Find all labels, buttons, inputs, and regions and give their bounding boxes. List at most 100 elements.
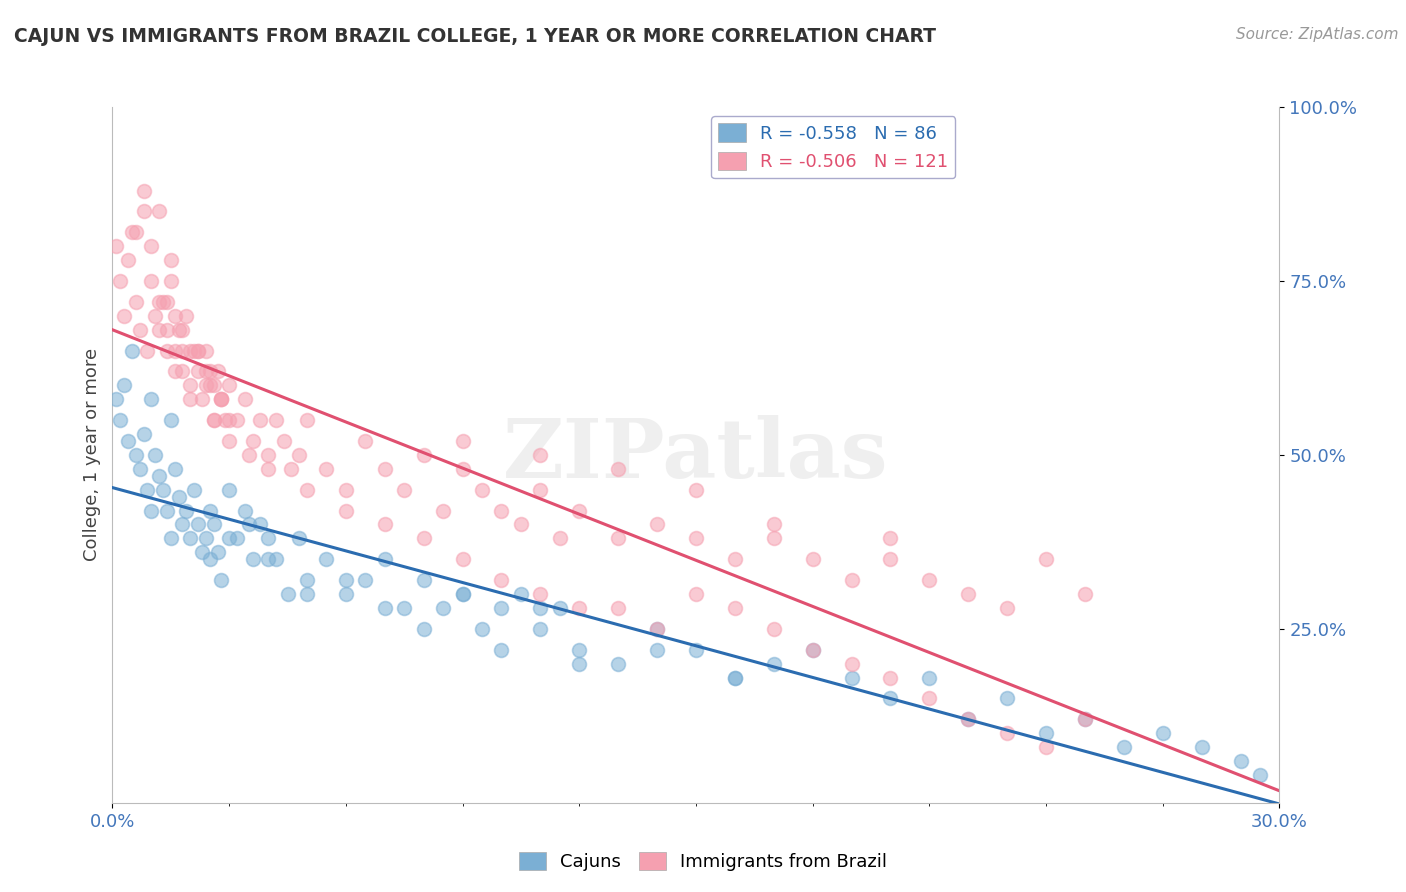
Point <box>491 642 513 657</box>
Point <box>209 392 232 407</box>
Point <box>163 309 186 323</box>
Point <box>1035 552 1057 566</box>
Point <box>995 726 1018 740</box>
Point <box>132 427 155 442</box>
Point <box>295 573 318 587</box>
Point <box>257 462 280 476</box>
Point <box>1112 740 1135 755</box>
Point <box>125 225 148 239</box>
Point <box>218 434 240 448</box>
Point <box>607 601 630 615</box>
Point <box>879 552 901 566</box>
Point <box>918 691 941 706</box>
Point <box>207 364 229 378</box>
Point <box>194 378 217 392</box>
Point <box>724 552 747 566</box>
Point <box>471 483 494 497</box>
Point <box>801 642 824 657</box>
Point <box>685 483 707 497</box>
Point <box>242 552 264 566</box>
Point <box>194 532 217 546</box>
Point <box>198 552 221 566</box>
Point <box>198 364 221 378</box>
Point <box>141 503 163 517</box>
Point <box>1074 712 1097 726</box>
Point <box>198 503 221 517</box>
Point <box>148 323 170 337</box>
Point <box>392 601 416 615</box>
Point <box>163 364 186 378</box>
Point <box>105 239 128 253</box>
Point <box>957 712 980 726</box>
Point <box>160 274 183 288</box>
Point <box>412 532 434 546</box>
Point <box>685 642 707 657</box>
Point <box>160 413 183 427</box>
Point <box>218 378 240 392</box>
Point <box>226 532 249 546</box>
Point <box>172 364 194 378</box>
Point <box>264 413 287 427</box>
Point <box>148 468 170 483</box>
Point <box>280 462 302 476</box>
Point <box>179 392 201 407</box>
Point <box>110 274 132 288</box>
Point <box>288 448 311 462</box>
Point <box>491 503 513 517</box>
Point <box>167 323 190 337</box>
Point <box>451 587 474 601</box>
Legend: R = -0.558   N = 86, R = -0.506   N = 121: R = -0.558 N = 86, R = -0.506 N = 121 <box>711 116 955 178</box>
Point <box>354 434 377 448</box>
Point <box>273 434 295 448</box>
Point <box>645 517 668 532</box>
Point <box>841 573 863 587</box>
Point <box>176 309 198 323</box>
Point <box>218 413 240 427</box>
Point <box>209 392 232 407</box>
Point <box>132 184 155 198</box>
Point <box>218 483 240 497</box>
Point <box>354 573 377 587</box>
Point <box>141 274 163 288</box>
Point <box>724 671 747 685</box>
Point <box>148 204 170 219</box>
Point <box>160 532 183 546</box>
Point <box>295 483 318 497</box>
Point <box>143 309 166 323</box>
Point <box>1035 740 1057 755</box>
Point <box>257 552 280 566</box>
Point <box>995 601 1018 615</box>
Point <box>112 309 135 323</box>
Point <box>202 517 225 532</box>
Point <box>412 448 434 462</box>
Point <box>645 622 668 636</box>
Point <box>136 343 159 358</box>
Point <box>879 691 901 706</box>
Point <box>187 343 209 358</box>
Text: CAJUN VS IMMIGRANTS FROM BRAZIL COLLEGE, 1 YEAR OR MORE CORRELATION CHART: CAJUN VS IMMIGRANTS FROM BRAZIL COLLEGE,… <box>14 27 936 45</box>
Point <box>801 642 824 657</box>
Point <box>645 622 668 636</box>
Point <box>143 448 166 462</box>
Point <box>607 532 630 546</box>
Point <box>179 343 201 358</box>
Point <box>172 323 194 337</box>
Point <box>238 517 260 532</box>
Point <box>249 517 271 532</box>
Point <box>202 413 225 427</box>
Text: Source: ZipAtlas.com: Source: ZipAtlas.com <box>1236 27 1399 42</box>
Y-axis label: College, 1 year or more: College, 1 year or more <box>83 349 101 561</box>
Point <box>841 657 863 671</box>
Point <box>128 323 150 337</box>
Point <box>607 657 630 671</box>
Point <box>374 517 396 532</box>
Point <box>233 503 256 517</box>
Point <box>141 239 163 253</box>
Point <box>156 343 179 358</box>
Point <box>202 378 225 392</box>
Legend: Cajuns, Immigrants from Brazil: Cajuns, Immigrants from Brazil <box>512 845 894 879</box>
Point <box>1229 754 1251 768</box>
Point <box>233 392 256 407</box>
Point <box>1249 768 1271 782</box>
Point <box>249 413 271 427</box>
